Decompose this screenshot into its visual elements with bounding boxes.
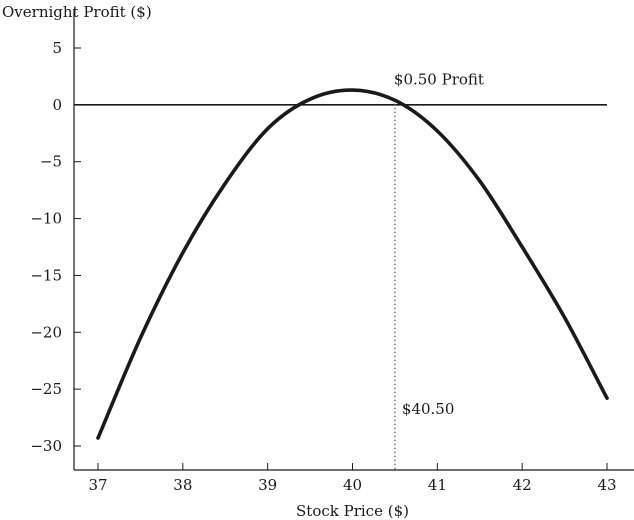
y-tick-label: −10 (30, 210, 62, 228)
y-tick-label: −5 (40, 153, 62, 171)
x-tick-label: 39 (258, 476, 277, 494)
y-tick-label: 0 (52, 96, 62, 114)
x-tick-label: 41 (428, 476, 447, 494)
x-tick-label: 42 (513, 476, 532, 494)
x-axis-ticks: 37 38 39 40 41 42 43 (88, 463, 617, 494)
x-tick-label: 37 (88, 476, 107, 494)
x-tick-label: 40 (343, 476, 362, 494)
x-axis-title: Stock Price ($) (296, 502, 409, 520)
y-tick-label: 5 (52, 39, 62, 57)
y-tick-label: −25 (30, 380, 62, 398)
profit-curve (96, 88, 609, 440)
profit-annotation: $0.50 Profit (394, 70, 484, 88)
y-axis-ticks: 5 0 −5 −10 −15 −20 −25 −30 (30, 39, 81, 455)
x-tick-label: 38 (173, 476, 192, 494)
price-annotation: $40.50 (402, 400, 455, 418)
y-tick-label: −15 (30, 266, 62, 284)
y-tick-label: −20 (30, 323, 62, 341)
y-axis-title: Overnight Profit ($) (2, 3, 152, 21)
x-tick-label: 43 (597, 476, 616, 494)
y-tick-label: −30 (30, 437, 62, 455)
